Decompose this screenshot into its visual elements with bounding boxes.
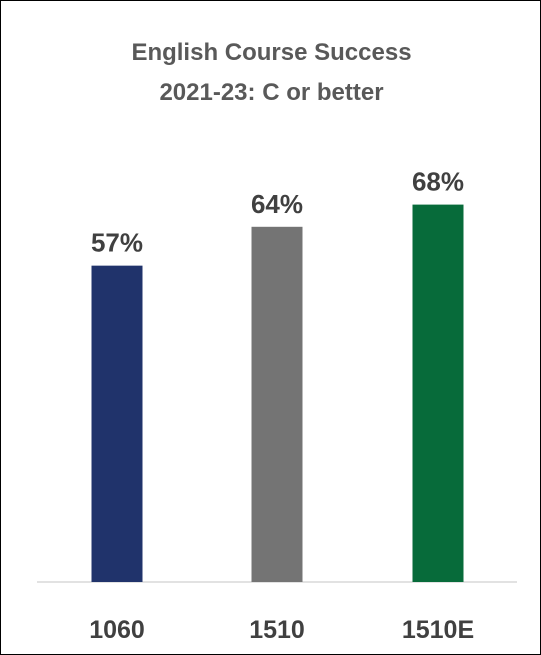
chart-title-line2: 2021-23: C or better [159,79,384,106]
data-label-1060: 57% [91,228,143,258]
x-tick-label-1060: 1060 [89,616,145,644]
chart-title-line1: English Course Success [131,39,412,66]
x-tick-label-1510E: 1510E [402,616,474,644]
x-tick-label-1510: 1510 [249,616,305,644]
data-labels-group: 57% 64% 68% [91,167,464,258]
x-tick-labels-group: 1060 1510 1510E [89,616,474,644]
chart-title: English Course Success 2021-23: C or bet… [1,33,541,113]
data-label-1510E: 68% [412,167,464,197]
data-label-1510: 64% [251,189,303,219]
bar-1510 [251,226,303,583]
bars-group [91,204,464,583]
bar-1510E [412,204,464,582]
bar-1060 [91,265,143,582]
